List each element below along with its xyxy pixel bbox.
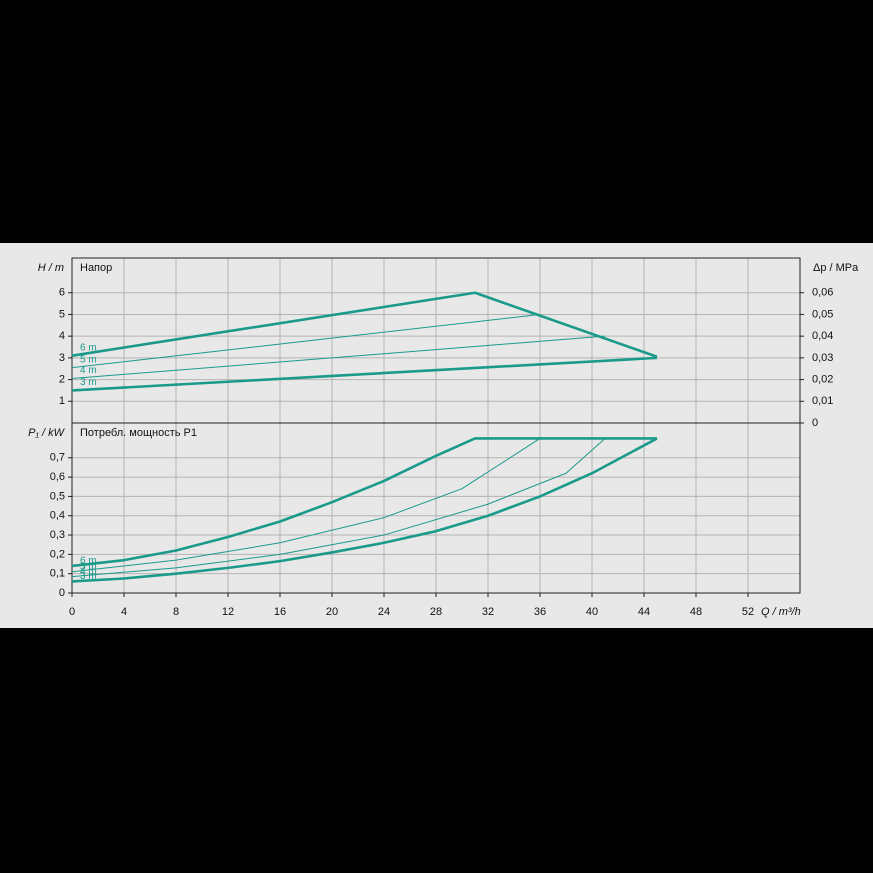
y2-axis-label: Δp / MPa (813, 262, 859, 274)
y-tick-label: 3 (59, 352, 65, 364)
curve-label: 6 m (80, 342, 97, 353)
y-tick-label: 0,2 (50, 548, 65, 560)
curve-label: 5 m (80, 561, 97, 572)
x-tick-label: 16 (274, 606, 286, 618)
x-tick-label: 20 (326, 606, 338, 618)
x-tick-label: 0 (69, 606, 75, 618)
y-tick-label: 5 (59, 308, 65, 320)
y-tick-label: 6 (59, 287, 65, 299)
y2-tick-label: 0,04 (812, 330, 833, 342)
curve-label: 6 m (80, 556, 97, 567)
x-tick-label: 24 (378, 606, 390, 618)
chart-title: Напор (80, 262, 112, 274)
curve (71, 313, 541, 369)
y2-tick-label: 0,02 (812, 373, 833, 385)
curve (71, 437, 658, 583)
x-tick-label: 52 (742, 606, 754, 618)
curve-label: 4 m (80, 566, 97, 577)
curve (71, 438, 606, 578)
x-tick-label: 4 (121, 606, 127, 618)
curve (71, 291, 658, 359)
curve (71, 356, 658, 392)
y2-tick-label: 0,01 (812, 395, 833, 407)
y-tick-label: 0,4 (50, 510, 65, 522)
curve-label: 5 m (80, 354, 97, 365)
x-tick-label: 8 (173, 606, 179, 618)
y-tick-label: 1 (59, 395, 65, 407)
x-tick-label: 40 (586, 606, 598, 618)
curve (71, 438, 541, 573)
x-tick-label: 28 (430, 606, 442, 618)
y-tick-label: 0,5 (50, 490, 65, 502)
x-tick-label: 48 (690, 606, 702, 618)
y-tick-label: 2 (59, 373, 65, 385)
x-tick-label: 44 (638, 606, 650, 618)
y-tick-label: 4 (59, 330, 65, 342)
y-tick-label: 0,1 (50, 568, 65, 580)
chart-title: Потребл. мощность P1 (80, 427, 197, 439)
y2-tick-label: 0,05 (812, 308, 833, 320)
y2-tick-label: 0 (812, 417, 818, 429)
y-tick-label: 0,7 (50, 452, 65, 464)
y-axis-label: H / m (38, 262, 64, 274)
curve-label: 3 m (80, 377, 97, 388)
y2-tick-label: 0,06 (812, 287, 833, 299)
curve-label: 4 m (80, 365, 97, 376)
x-tick-label: 12 (222, 606, 234, 618)
y-tick-label: 0,3 (50, 529, 65, 541)
plot-frame (71, 422, 801, 594)
curve-label: 3 m (80, 571, 97, 582)
y2-tick-label: 0,03 (812, 352, 833, 364)
x-axis-label: Q / m³/h (761, 606, 801, 618)
y-axis-label: P₁ / kW (28, 427, 65, 439)
curve (71, 335, 606, 379)
y-tick-label: 0,6 (50, 471, 65, 483)
x-tick-label: 36 (534, 606, 546, 618)
y-tick-label: 0 (59, 587, 65, 599)
curve (71, 437, 657, 568)
x-tick-label: 32 (482, 606, 494, 618)
